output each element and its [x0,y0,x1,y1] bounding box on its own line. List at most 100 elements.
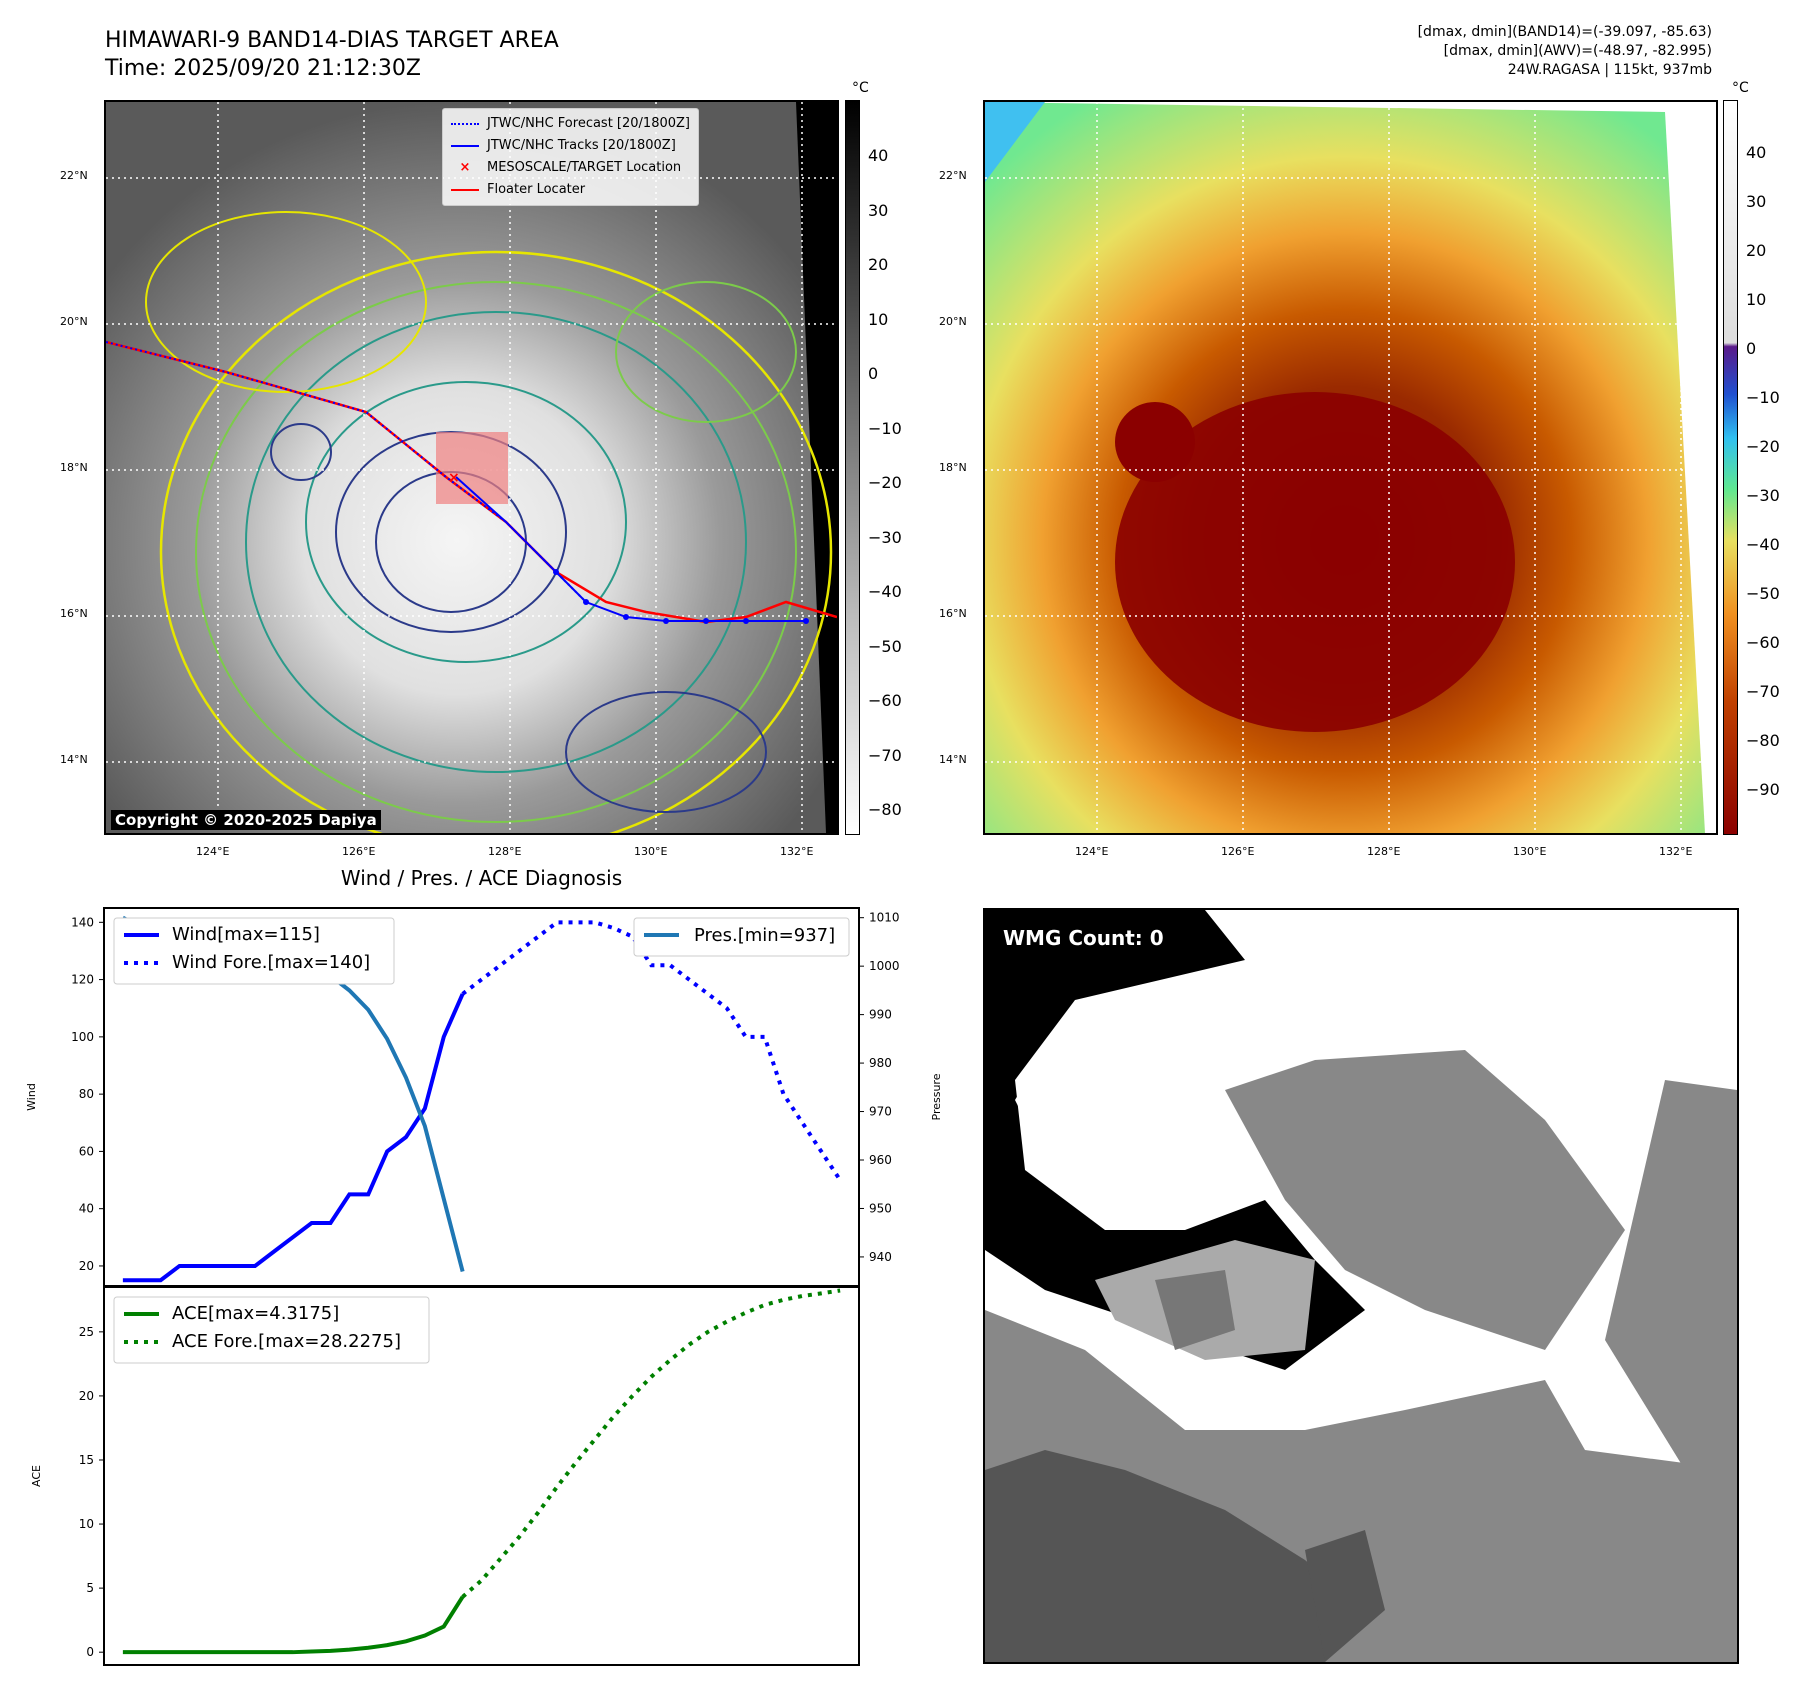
lat-tick-label: 22°N [939,169,967,182]
y-tick-label: 20 [79,1259,94,1273]
y-tick-label: 25 [79,1325,94,1339]
ir-map-panel: × Copyright © 2020-2025 Dapiya JTWC/NHC … [104,100,839,835]
legend-tracks: JTWC/NHC Tracks [20/1800Z] [451,135,690,157]
lon-tick-label: 128°E [488,845,522,858]
ace-chart: 0 5 10 15 20 25 ACE ACE[max=4.3175] ACE Fore.[ma… [30,1286,860,1666]
figure-title-line1: HIMAWARI-9 BAND14-DIAS TARGET AREA [105,28,559,53]
diagnosis-chart-title: Wind / Pres. / ACE Diagnosis [340,866,623,890]
colorbar-tick-label: −20 [1746,437,1780,456]
lat-tick-label: 22°N [60,169,88,182]
legend-target: × MESOSCALE/TARGET Location [451,157,690,179]
colorbar-tick-label: 10 [1746,290,1767,309]
series-line [461,920,842,1182]
legend-box-right [633,917,850,957]
lon-tick-label: 128°E [1367,845,1401,858]
colorbar-tick-label: −70 [1746,682,1780,701]
right-colorbar-unit: °C [1732,80,1749,96]
colorbar-tick-label: 30 [868,200,889,220]
right-colorbar [1723,100,1738,835]
y-right-axis-label: Pressure [930,1073,943,1120]
awv-map-panel [983,100,1718,835]
y-tick-label: 120 [71,973,94,987]
y-right-tick-label: 1010 [869,911,900,925]
lon-tick-label: 126°E [342,845,376,858]
stats-line2: [dmax, dmin](AWV)=(-48.97, -82.995) [1443,43,1712,59]
lon-tick-label: 132°E [1659,845,1693,858]
lon-tick-label: 132°E [780,845,814,858]
colorbar-tick-label: −50 [868,636,902,656]
wmg-image [985,910,1737,1662]
lon-tick-label: 124°E [196,845,230,858]
lat-tick-label: 20°N [60,315,88,328]
lat-tick-label: 16°N [939,607,967,620]
wmg-count-label: WMG Count: 0 [1003,926,1164,950]
line-marker-icon [451,144,479,147]
colorbar-tick-label: 0 [1746,339,1757,358]
y-tick-label: 20 [79,1389,94,1403]
left-colorbar-unit: °C [852,80,869,96]
legend-forecast: JTWC/NHC Forecast [20/1800Z] [451,113,690,135]
map-legend: JTWC/NHC Forecast [20/1800Z] JTWC/NHC Tr… [442,108,699,206]
figure-title-line2: Time: 2025/09/20 21:12:30Z [105,56,421,81]
colorbar-tick-label: 40 [1746,143,1767,162]
lat-tick-label: 14°N [939,753,967,766]
y-tick-label: 60 [79,1144,94,1158]
legend-box [113,1296,430,1364]
y-tick-label: 140 [71,915,94,929]
lon-tick-label: 130°E [634,845,668,858]
svg-text:×: × [448,470,460,486]
lat-tick-label: 16°N [60,607,88,620]
colorbar-tick-label: 10 [868,309,889,329]
colorbar-tick-label: −60 [868,691,902,710]
y-right-tick-label: 950 [869,1201,892,1215]
ir-map-image: × [106,102,837,833]
y-tick-label: 15 [79,1453,94,1467]
legend-label: Pres.[min=937] [694,925,835,946]
awv-map-image [985,102,1716,833]
colorbar-tick-label: 20 [1746,241,1767,260]
copyright-label: Copyright © 2020-2025 Dapiya [111,810,381,830]
legend-label: ACE Fore.[max=28.2275] [172,1331,401,1352]
y-right-tick-label: 960 [869,1153,892,1167]
y-tick-label: 0 [86,1645,94,1659]
colorbar-tick-label: −40 [868,582,902,601]
colorbar-tick-label: 20 [868,255,889,274]
colorbar-tick-label: −30 [868,527,902,547]
y-right-tick-label: 1000 [869,959,900,973]
series-line [122,1595,465,1655]
colorbar-tick-label: 0 [868,364,879,383]
dotted-line-icon [451,122,479,125]
stats-line3: 24W.RAGASA | 115kt, 937mb [1507,62,1712,78]
legend-label: Wind Fore.[max=140] [172,952,370,973]
y-tick-label: 40 [79,1202,94,1216]
lat-tick-label: 20°N [939,315,967,328]
legend-box [113,917,395,985]
red-line-icon [451,188,479,191]
wmg-panel: WMG Count: 0 [983,908,1739,1664]
colorbar-tick-label: −10 [868,418,902,438]
y-tick-label: 100 [71,1030,94,1044]
y-tick-label: 5 [86,1581,94,1595]
y-tick-label: 80 [79,1087,94,1101]
y-tick-label: 10 [79,1517,94,1531]
colorbar-tick-label: −80 [868,800,902,819]
y-axis-label: Wind [25,1083,38,1111]
legend-label: ACE[max=4.3175] [172,1303,339,1324]
colorbar-tick-label: −90 [1746,780,1780,799]
colorbar-tick-label: −50 [1746,584,1780,603]
colorbar-tick-label: −30 [1746,486,1780,505]
y-right-tick-label: 970 [869,1105,892,1119]
legend-label: Wind[max=115] [172,924,320,945]
colorbar-tick-label: 30 [1746,192,1767,211]
lon-tick-label: 124°E [1075,845,1109,858]
lon-tick-label: 126°E [1221,845,1255,858]
left-colorbar [845,100,860,835]
x-marker-icon: × [459,160,471,175]
y-right-tick-label: 940 [869,1250,892,1264]
colorbar-tick-label: −20 [868,473,902,492]
y-axis-label: ACE [30,1465,43,1487]
lon-tick-label: 130°E [1513,845,1547,858]
colorbar-tick-label: −40 [1746,535,1780,554]
colorbar-tick-label: −60 [1746,633,1780,652]
stats-line1: [dmax, dmin](BAND14)=(-39.097, -85.63) [1417,24,1712,40]
